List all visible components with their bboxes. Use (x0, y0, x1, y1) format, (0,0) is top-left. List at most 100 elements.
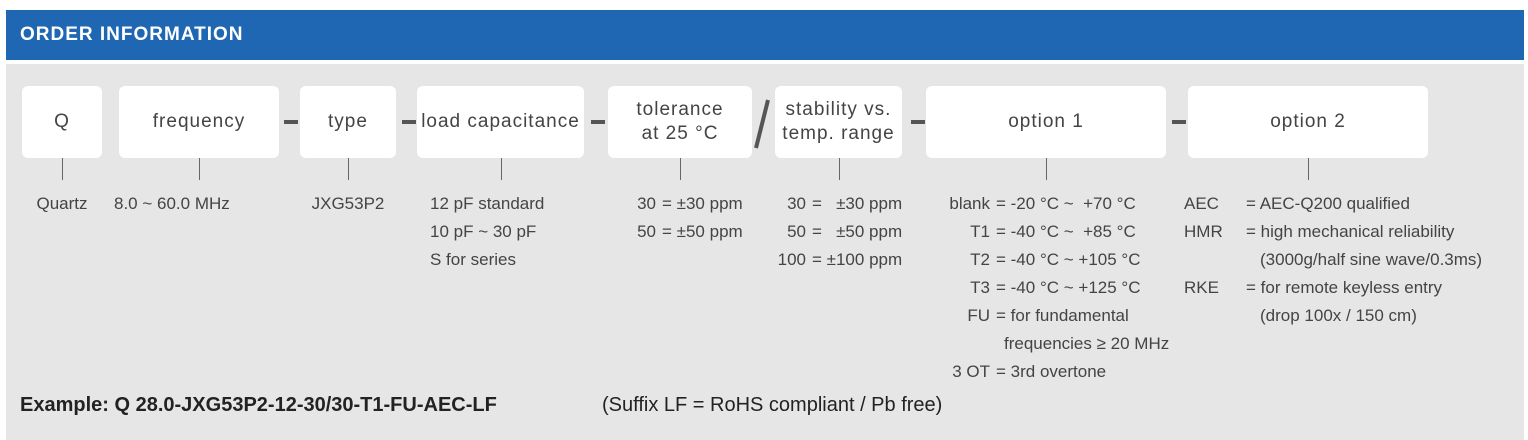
description-row: T3 = -40 °C ~ +125 °C (930, 274, 1200, 302)
spacer (1184, 302, 1260, 330)
connector-line (1046, 158, 1047, 180)
description-code: HMR (1184, 222, 1223, 241)
dash-separator (402, 120, 416, 124)
field-description: 30 = ±30 ppm 50 = ±50 ppm (610, 190, 770, 246)
description-row: AEC = AEC-Q200 qualified (1184, 190, 1514, 218)
field-box: frequency (119, 86, 279, 158)
description-text: = 3rd overtone (996, 362, 1107, 381)
description-row: 3 OT = 3rd overtone (930, 358, 1200, 386)
example-code: Example: Q 28.0-JXG53P2-12-30/30-T1-FU-A… (20, 394, 497, 416)
description-code: 50 (637, 222, 656, 241)
description-row: HMR = high mechanical reliability (1184, 218, 1514, 246)
description-line: 10 pF ~ 30 pF (430, 222, 537, 241)
field-description: Quartz (22, 190, 102, 218)
dash-separator (591, 120, 605, 124)
description-row: 50 = ±50 ppm (760, 218, 930, 246)
spacer (1184, 246, 1260, 274)
description-code: 3 OT (952, 362, 990, 381)
description-code: blank (949, 194, 990, 213)
field-description: AEC = AEC-Q200 qualified HMR = high mechani… (1184, 190, 1514, 330)
description-row: T1 = -40 °C ~ +85 °C (930, 218, 1200, 246)
field-label: frequency (152, 111, 246, 132)
description-line: S for series (430, 250, 516, 269)
description-row: 30 = ±30 ppm (760, 190, 930, 218)
slash-separator (754, 99, 770, 149)
description-code: 50 (787, 222, 806, 241)
description-text: = -20 °C ~ +70 °C (996, 194, 1136, 213)
dash-separator (911, 120, 925, 124)
description-code: AEC (1184, 194, 1219, 213)
description-code: FU (967, 306, 990, 325)
connector-line (1308, 158, 1309, 180)
connector-line (838, 158, 840, 180)
field-label: load capacitance (421, 111, 580, 132)
field-label: option 1 (1008, 111, 1084, 132)
description-text: = ±30 ppm (812, 194, 903, 213)
description-row: (drop 100x / 150 cm) (1184, 302, 1514, 330)
field-box: option 1 (926, 86, 1166, 158)
description-text: = ±50 ppm (662, 222, 743, 241)
connector-line (62, 158, 63, 180)
example-note: (Suffix LF = RoHS compliant / Pb free) (602, 394, 943, 416)
description-line: 12 pF standard (430, 194, 545, 213)
description-row: RKE = for remote keyless entry (1184, 274, 1514, 302)
description-text: = AEC-Q200 qualified (1246, 194, 1410, 213)
field-box: load capacitance (417, 86, 584, 158)
description-code: 30 (787, 194, 806, 213)
description-text: (drop 100x / 150 cm) (1260, 306, 1417, 325)
description-row: 30 = ±30 ppm (610, 190, 770, 218)
description-row: FU = for fundamental (930, 302, 1200, 330)
description-text: = for remote keyless entry (1246, 278, 1443, 297)
field-description: JXG53P2 (300, 190, 396, 218)
description-line: 8.0 ~ 60.0 MHz (114, 194, 230, 213)
description-code: RKE (1184, 278, 1219, 297)
description-text: (3000g/half sine wave/0.3ms) (1260, 250, 1483, 269)
field-description: 30 = ±30 ppm 50 = ±50 ppm 100 = ±100 ppm (760, 190, 930, 274)
description-text: = ±30 ppm (662, 194, 743, 213)
description-text: = ±50 ppm (812, 222, 903, 241)
description-line: Quartz (36, 194, 88, 213)
description-code: T3 (970, 278, 990, 297)
description-line: JXG53P2 (311, 194, 385, 213)
header-title: ORDER INFORMATION (20, 24, 244, 45)
connector-line (348, 158, 349, 180)
connector-line (680, 158, 681, 180)
field-label: stability vs. (785, 99, 892, 120)
dash-separator (1172, 120, 1186, 124)
field-description: 8.0 ~ 60.0 MHz (114, 190, 284, 218)
description-text: frequencies ≥ 20 MHz (1004, 334, 1170, 353)
field-label: Q (54, 111, 70, 132)
description-text: = for fundamental (996, 306, 1129, 325)
field-box: Q (22, 86, 102, 158)
description-code: T1 (970, 222, 990, 241)
field-box: option 2 (1188, 86, 1428, 158)
connector-line (199, 158, 200, 180)
header-bar: ORDER INFORMATION (6, 10, 1524, 60)
field-box: tolerance at 25 °C (608, 86, 752, 158)
field-label: type (328, 111, 368, 132)
description-row: blank = -20 °C ~ +70 °C (930, 190, 1200, 218)
description-row: 100 = ±100 ppm (760, 246, 930, 274)
field-description: blank = -20 °C ~ +70 °C T1 = -40 °C ~ +85 °… (930, 190, 1200, 386)
field-label: option 2 (1270, 111, 1346, 132)
description-text: = high mechanical reliability (1246, 222, 1455, 241)
description-text: = -40 °C ~ +125 °C (996, 278, 1141, 297)
description-code: 100 (777, 250, 806, 269)
description-row: frequencies ≥ 20 MHz (930, 330, 1200, 358)
description-row: 50 = ±50 ppm (610, 218, 770, 246)
field-label: temp. range (782, 123, 895, 144)
description-row: (3000g/half sine wave/0.3ms) (1184, 246, 1514, 274)
description-row: T2 = -40 °C ~ +105 °C (930, 246, 1200, 274)
description-text: = ±100 ppm (812, 250, 903, 269)
description-code: T2 (970, 250, 990, 269)
field-box: stability vs. temp. range (775, 86, 902, 158)
description-code: 30 (637, 194, 656, 213)
description-text: = -40 °C ~ +85 °C (996, 222, 1136, 241)
connector-line (500, 158, 502, 180)
field-description: 12 pF standard 10 pF ~ 30 pF S for series (430, 190, 600, 274)
field-label: tolerance (636, 99, 724, 120)
dash-separator (284, 120, 298, 124)
field-box: type (300, 86, 396, 158)
